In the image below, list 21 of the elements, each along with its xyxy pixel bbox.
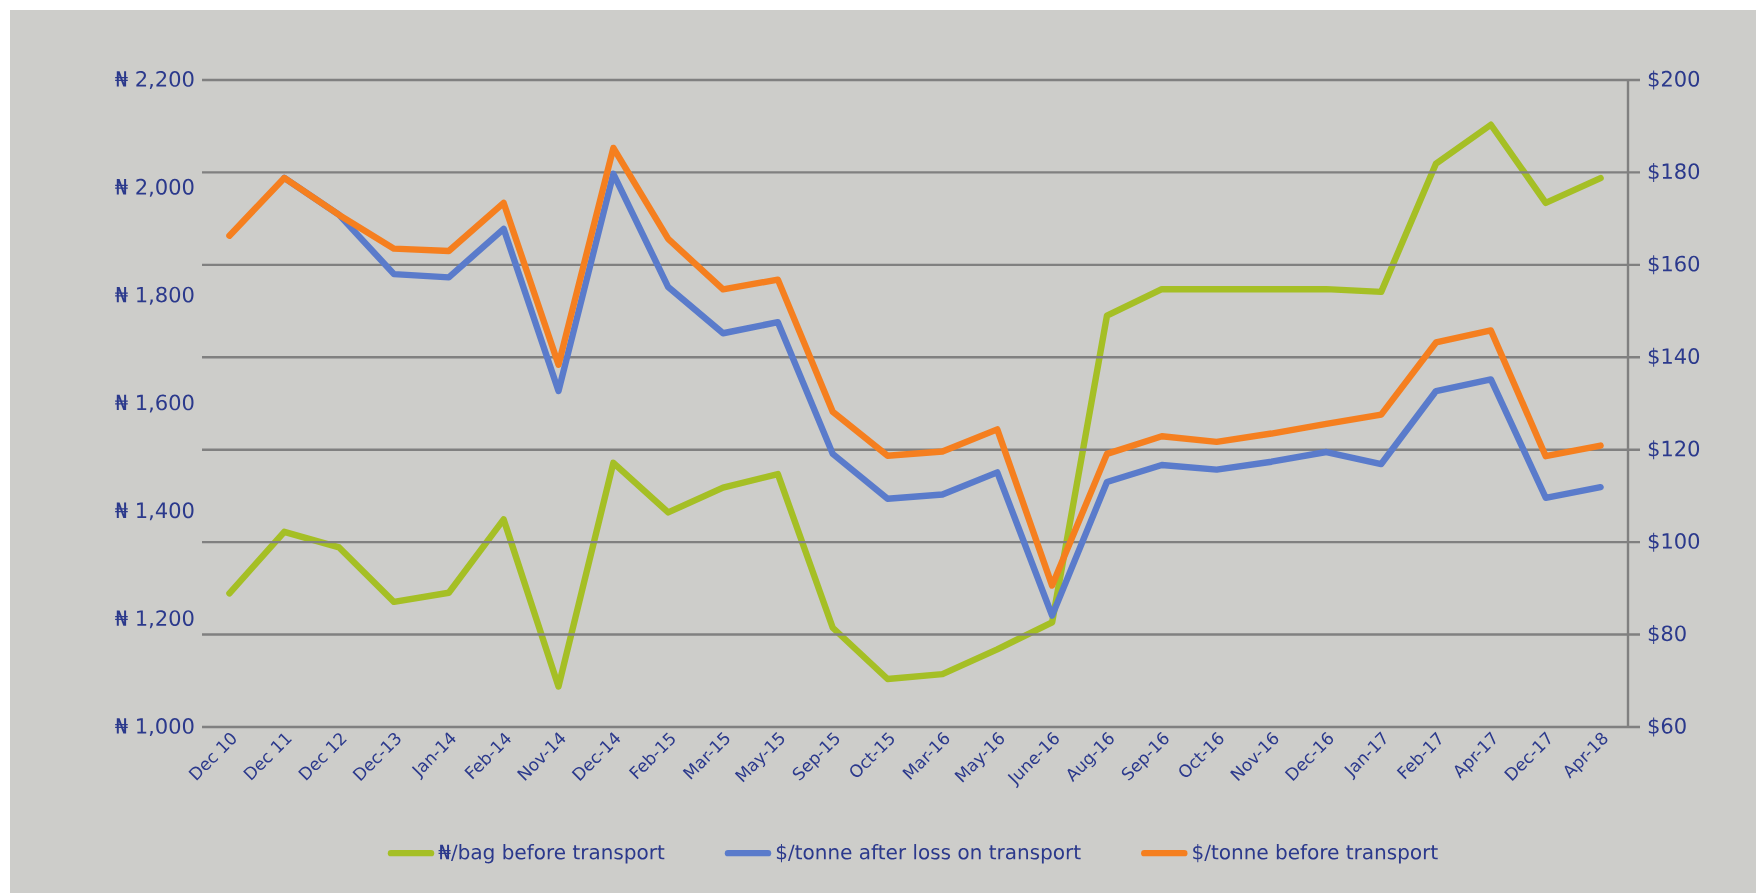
legend-label: $/tonne before transport bbox=[1193, 844, 1438, 864]
y2-tick-label: $100 bbox=[1648, 532, 1700, 552]
legend-label: ₦/bag before transport bbox=[438, 844, 665, 864]
x-tick-label: Dec 10 bbox=[188, 733, 236, 781]
x-tick-label: Dec 12 bbox=[298, 733, 347, 781]
y-tick-label: ₦ 1,200 bbox=[115, 610, 194, 629]
y-tick-label: ₦ 1,800 bbox=[115, 286, 194, 305]
y2-tick-label: $180 bbox=[1648, 162, 1700, 182]
x-tick-label: Dec 11 bbox=[243, 733, 292, 781]
y-tick-label: ₦ 1,400 bbox=[115, 502, 194, 521]
y2-tick-label: $160 bbox=[1648, 255, 1700, 275]
y-tick-label: ₦ 1,600 bbox=[115, 394, 194, 413]
y2-tick-label: $200 bbox=[1648, 70, 1700, 90]
y-tick-label: ₦ 1,000 bbox=[115, 717, 194, 736]
y2-tick-label: $120 bbox=[1648, 440, 1700, 460]
y-tick-label: ₦ 2,200 bbox=[115, 70, 194, 89]
y2-tick-label: $60 bbox=[1648, 717, 1686, 737]
legend-label: $/tonne after loss on transport bbox=[776, 844, 1081, 864]
y2-tick-label: $80 bbox=[1648, 625, 1686, 645]
y-tick-label: ₦ 2,000 bbox=[115, 178, 194, 197]
y2-tick-label: $140 bbox=[1648, 347, 1700, 367]
